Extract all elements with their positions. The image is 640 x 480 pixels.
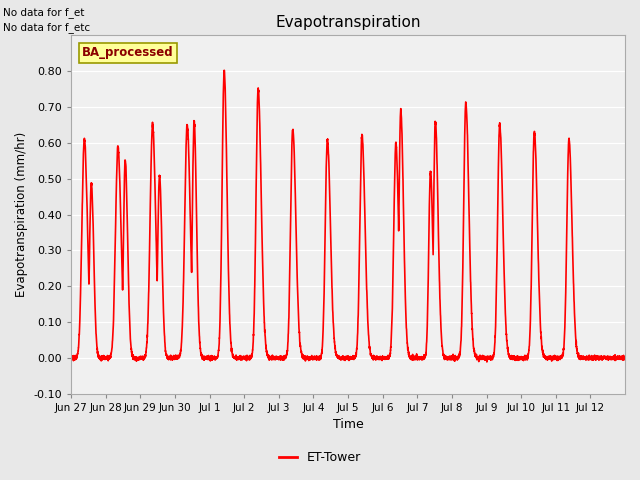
Text: No data for f_etc: No data for f_etc <box>3 22 90 33</box>
Text: BA_processed: BA_processed <box>83 46 174 59</box>
Title: Evapotranspiration: Evapotranspiration <box>275 15 421 30</box>
Y-axis label: Evapotranspiration (mm/hr): Evapotranspiration (mm/hr) <box>15 132 28 297</box>
Legend: ET-Tower: ET-Tower <box>273 446 367 469</box>
X-axis label: Time: Time <box>333 419 364 432</box>
Text: No data for f_et: No data for f_et <box>3 7 84 18</box>
